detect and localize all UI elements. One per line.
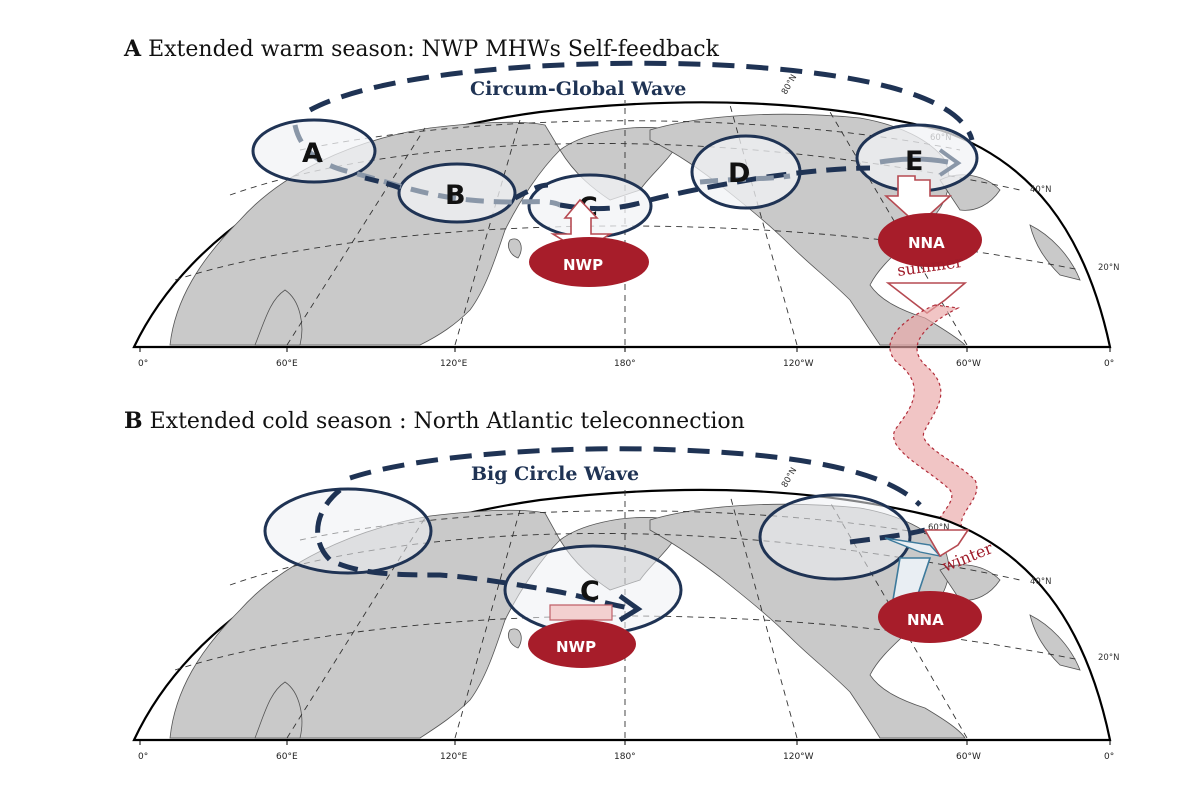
panel-a-ellipses xyxy=(251,118,979,239)
panel-b-wave-label: Big Circle Wave xyxy=(471,463,639,485)
panel-b-arrowhead xyxy=(618,593,643,623)
panel-b: B Extended cold season : North Atlantic … xyxy=(124,408,1119,762)
tick-b-120w: 120°W xyxy=(783,752,814,762)
panel-b-nwp-arrow xyxy=(549,604,613,621)
tick-a-60e: 60°E xyxy=(276,359,298,369)
tick-b-0-end: 0° xyxy=(1104,752,1114,762)
panel-a-wave-gray-1 xyxy=(292,124,562,208)
panel-a: A Extended warm season: NWP MHWs Self-fe… xyxy=(123,36,1119,369)
tick-b-120e: 120°E xyxy=(440,752,468,762)
panel-b-title: B Extended cold season : North Atlantic … xyxy=(124,408,745,434)
panel-a-nna-arrow xyxy=(883,175,953,227)
tick-b-180: 180° xyxy=(614,752,636,762)
winter-arrow xyxy=(923,529,970,558)
panel-b-wave-path xyxy=(315,488,631,611)
lat-b-40: 40°N xyxy=(1030,577,1051,587)
region-a-label: A xyxy=(302,138,323,169)
panel-a-nna-blob xyxy=(878,213,982,267)
panel-b-ellipses xyxy=(263,487,912,636)
panel-a-nna-label: NNA xyxy=(908,234,945,252)
region-e-label: E xyxy=(905,146,923,177)
region-d-label: D xyxy=(728,158,750,189)
tick-a-60w: 60°W xyxy=(956,359,981,369)
panel-b-region-c-label: C xyxy=(580,576,600,607)
lat-b-80: 80°N xyxy=(780,466,799,490)
lat-b-20: 20°N xyxy=(1098,653,1119,663)
tick-b-60w: 60°W xyxy=(956,752,981,762)
panel-a-axis-ticks xyxy=(139,347,1111,352)
panel-a-nwp-blob xyxy=(529,237,649,287)
lat-a-80: 80°N xyxy=(780,73,799,97)
tick-a-0-end: 0° xyxy=(1104,359,1114,369)
panel-a-nwp-label: NWP xyxy=(563,256,603,274)
panel-b-nna-label: NNA xyxy=(907,611,944,629)
panel-b-nwp-blob xyxy=(528,620,636,668)
lat-b-60: 60°N xyxy=(928,523,949,533)
panel-a-arrowhead-e xyxy=(938,148,962,177)
lat-a-20: 20°N xyxy=(1098,263,1119,273)
tick-a-0: 0° xyxy=(138,359,148,369)
lat-a-40: 40°N xyxy=(1030,185,1051,195)
tick-a-180: 180° xyxy=(614,359,636,369)
panel-b-nna-blob xyxy=(878,591,982,643)
panel-a-title: A Extended warm season: NWP MHWs Self-fe… xyxy=(123,36,720,62)
panel-a-wave-loop xyxy=(308,60,975,141)
tick-a-120e: 120°E xyxy=(440,359,468,369)
panel-b-wave-loop xyxy=(349,446,922,507)
panel-a-wave-label: Circum-Global Wave xyxy=(470,78,686,100)
panel-a-wave-navy xyxy=(559,165,871,212)
tick-b-0: 0° xyxy=(138,752,148,762)
panel-b-nwp-label: NWP xyxy=(556,638,596,656)
tick-a-120w: 120°W xyxy=(783,359,814,369)
tick-b-60e: 60°E xyxy=(276,752,298,762)
panel-b-axis-ticks xyxy=(139,740,1111,745)
region-b-label: B xyxy=(445,180,466,211)
